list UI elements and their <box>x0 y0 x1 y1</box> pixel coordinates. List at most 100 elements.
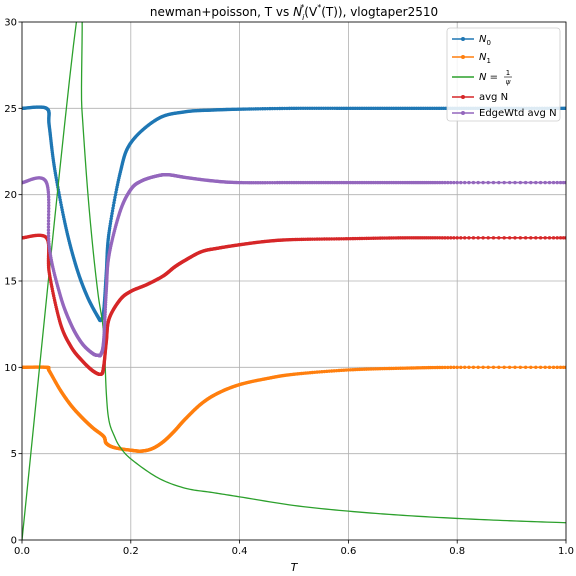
data-point <box>435 180 440 185</box>
data-point <box>320 370 324 374</box>
data-point <box>523 365 528 369</box>
data-point <box>47 200 51 205</box>
data-point <box>46 212 51 217</box>
data-point <box>103 305 108 309</box>
data-point <box>278 180 282 185</box>
data-point <box>547 365 552 370</box>
data-point <box>455 365 459 370</box>
data-point <box>529 180 533 185</box>
data-point <box>459 365 463 370</box>
data-point <box>103 310 107 314</box>
data-point <box>513 236 517 240</box>
data-point <box>57 193 61 197</box>
data-point <box>322 237 327 241</box>
data-point <box>261 107 265 111</box>
data-point <box>330 369 334 373</box>
data-point <box>463 236 467 240</box>
data-point <box>47 203 51 208</box>
y-tick-label: 0 <box>11 536 17 547</box>
data-point <box>561 365 566 370</box>
data-point <box>558 365 563 370</box>
y-tick-label: 5 <box>11 449 17 460</box>
legend-box <box>446 27 561 122</box>
y-tick-label: 10 <box>4 363 17 374</box>
legend-entry-inverse-psi: N = 1 ψ <box>452 69 512 86</box>
data-point <box>275 180 280 185</box>
data-point <box>523 180 528 185</box>
data-point <box>263 180 267 185</box>
data-point <box>481 365 485 369</box>
data-point <box>46 228 51 232</box>
x-axis-label: T <box>291 561 299 574</box>
data-point <box>438 180 442 185</box>
data-point <box>261 181 265 185</box>
data-point <box>327 369 331 373</box>
legend-entry-n1: N1 <box>452 52 491 65</box>
data-point <box>486 180 490 185</box>
data-point <box>110 209 115 213</box>
data-point <box>507 180 512 185</box>
data-point <box>47 239 51 244</box>
data-point <box>446 365 450 370</box>
data-point <box>334 368 339 373</box>
data-point <box>497 365 501 369</box>
data-point <box>538 365 543 370</box>
axis-ticks: 0.0 0.2 0.4 0.6 0.8 1.0 0 5 10 15 20 25 30 <box>4 18 574 558</box>
data-point <box>282 180 287 185</box>
data-point <box>320 237 324 241</box>
data-point <box>555 236 559 240</box>
data-point <box>449 365 453 370</box>
x-tick-label: 1.0 <box>558 546 574 557</box>
data-point <box>325 369 329 374</box>
x-tick-label: 0.2 <box>123 546 139 557</box>
data-point <box>337 237 341 241</box>
data-point <box>476 365 480 369</box>
y-tick-label: 25 <box>4 104 17 115</box>
data-point <box>538 236 543 240</box>
data-point <box>332 237 336 241</box>
legend-label-n1: N1 <box>479 52 491 65</box>
data-point <box>543 365 547 370</box>
data-point <box>523 236 528 240</box>
data-point <box>449 180 453 185</box>
data-point <box>280 180 284 185</box>
data-point <box>435 236 440 240</box>
data-point <box>534 236 538 240</box>
data-point <box>497 236 501 240</box>
series-1 <box>22 365 566 453</box>
data-point <box>481 236 485 240</box>
data-point <box>46 216 51 220</box>
data-point <box>443 180 447 185</box>
data-point <box>440 180 445 185</box>
data-point <box>113 193 118 197</box>
data-point <box>103 317 107 322</box>
data-point <box>315 237 319 241</box>
chart-title: newman+poisson, T vs Ni*(V*(T)), vlogtap… <box>150 3 438 22</box>
data-point <box>273 106 277 111</box>
data-point <box>282 106 287 111</box>
data-point <box>46 192 51 197</box>
y-tick-label: 30 <box>4 18 17 29</box>
data-point <box>446 180 450 185</box>
data-point <box>455 236 459 240</box>
data-point <box>287 180 292 185</box>
legend-entry-edgewtd-avg-n: EdgeWtd avg N <box>452 108 557 119</box>
data-point <box>518 180 523 185</box>
data-point <box>443 365 447 370</box>
data-point <box>491 236 496 240</box>
data-point <box>103 315 107 319</box>
x-tick-label: 0.4 <box>232 546 248 557</box>
data-point <box>564 365 566 370</box>
data-point <box>518 365 523 369</box>
data-point <box>46 190 51 194</box>
data-point <box>547 236 552 240</box>
legend-marker-edgewtd-avg-n <box>461 111 465 115</box>
data-point <box>317 237 322 241</box>
data-point <box>317 370 322 374</box>
data-point <box>476 236 480 240</box>
data-point <box>46 225 51 229</box>
data-point <box>285 106 289 111</box>
data-point <box>518 236 523 240</box>
data-point <box>440 236 445 240</box>
legend-label-avg-n: avg N <box>479 92 508 103</box>
